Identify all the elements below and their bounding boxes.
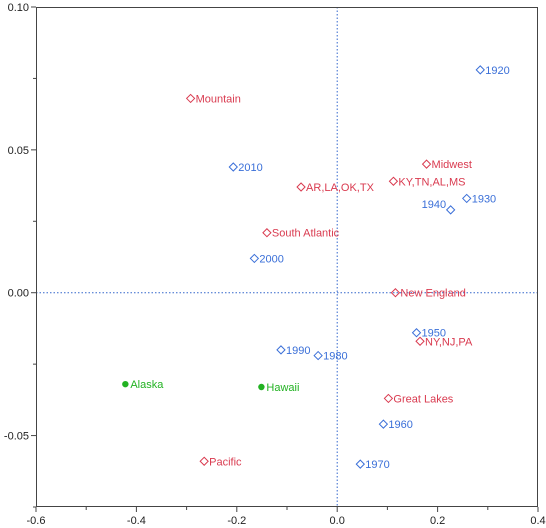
x-tick-label: -0.6	[27, 515, 46, 527]
data-point[interactable]: 2000	[249, 253, 284, 265]
point-marker	[383, 393, 394, 404]
point-marker	[355, 459, 365, 469]
axis-ticks	[31, 6, 539, 512]
point-label: 1930	[472, 193, 496, 205]
x-tick-label: -0.4	[127, 515, 146, 527]
y-tick-label: 0.05	[8, 145, 29, 157]
data-point[interactable]: 1960	[378, 419, 413, 431]
point-marker	[415, 336, 425, 346]
point-label: 1920	[485, 65, 509, 77]
point-marker	[276, 345, 286, 355]
point-label: 2010	[238, 162, 262, 174]
data-point[interactable]: 1990	[276, 345, 310, 357]
x-tick-label: 0.2	[430, 515, 445, 527]
x-tick-label: -0.2	[227, 515, 246, 527]
point-marker	[228, 162, 238, 172]
reference-lines	[36, 7, 538, 507]
y-tick-label: 0.10	[8, 2, 29, 14]
point-marker	[122, 380, 129, 388]
point-label: KY,TN,AL,MS	[398, 176, 465, 188]
point-label: 2000	[259, 253, 283, 265]
point-label: 1970	[365, 459, 389, 471]
point-label: 1980	[323, 351, 347, 363]
point-label: New England	[400, 288, 465, 300]
data-point[interactable]: South Atlantic	[262, 228, 340, 240]
point-label: 1990	[286, 345, 310, 357]
point-marker	[313, 350, 323, 361]
data-point[interactable]: Alaska	[122, 379, 164, 391]
plot-frame	[36, 7, 538, 507]
point-marker	[411, 328, 422, 338]
data-point[interactable]: Pacific	[199, 456, 242, 468]
point-label: Mountain	[196, 93, 241, 105]
data-point[interactable]: New England	[390, 288, 466, 300]
point-marker	[462, 193, 472, 204]
point-marker	[199, 456, 209, 466]
data-point[interactable]: AR,LA,OK,TX	[296, 182, 375, 194]
y-tick-label: 0.00	[8, 288, 29, 300]
point-marker	[388, 176, 399, 186]
point-marker	[445, 205, 456, 215]
point-marker	[390, 288, 401, 298]
data-point[interactable]: Hawaii	[258, 382, 299, 394]
point-marker	[249, 253, 260, 264]
data-points: 1920 1930 1940 2010 2000 1950 1990 1980 1960 1970…	[122, 65, 510, 471]
data-point[interactable]: 1980	[313, 350, 348, 363]
point-marker	[378, 419, 389, 429]
point-label: South Atlantic	[272, 228, 340, 240]
point-marker	[421, 159, 432, 169]
axis-tick-labels: -0.6 -0.4 -0.2 0.0 0.2 0.4 -0.05 0.00 0.05 0.10	[4, 2, 546, 527]
point-label: Alaska	[130, 379, 164, 391]
point-label: Pacific	[209, 456, 242, 468]
data-point[interactable]: NY,NJ,PA	[415, 336, 473, 348]
data-point[interactable]: 1970	[355, 459, 390, 471]
point-label: 1960	[388, 419, 412, 431]
point-label: 1950	[422, 328, 446, 340]
data-point[interactable]: 1930	[462, 193, 496, 205]
point-marker	[262, 228, 272, 238]
data-point[interactable]: KY,TN,AL,MS	[388, 176, 465, 188]
data-point[interactable]: Midwest	[421, 159, 472, 171]
point-label: AR,LA,OK,TX	[306, 182, 375, 194]
point-label: Great Lakes	[393, 393, 453, 405]
data-point[interactable]: 1950	[411, 328, 446, 340]
data-point[interactable]: Great Lakes	[383, 393, 454, 405]
point-marker	[296, 182, 306, 192]
data-point[interactable]: 1940	[422, 199, 456, 215]
x-tick-label: 0.0	[330, 515, 345, 527]
data-point[interactable]: 1920	[475, 65, 510, 77]
point-label: 1940	[422, 199, 446, 211]
point-label: NY,NJ,PA	[425, 336, 473, 348]
point-marker	[475, 65, 485, 75]
point-label: Midwest	[432, 159, 472, 171]
point-marker	[185, 93, 196, 104]
data-point[interactable]: 2010	[228, 162, 263, 174]
y-tick-label: -0.05	[4, 431, 29, 443]
point-marker	[258, 383, 265, 391]
data-point[interactable]: Mountain	[185, 93, 241, 105]
point-label: Hawaii	[266, 382, 299, 394]
x-tick-label: 0.4	[530, 515, 545, 527]
